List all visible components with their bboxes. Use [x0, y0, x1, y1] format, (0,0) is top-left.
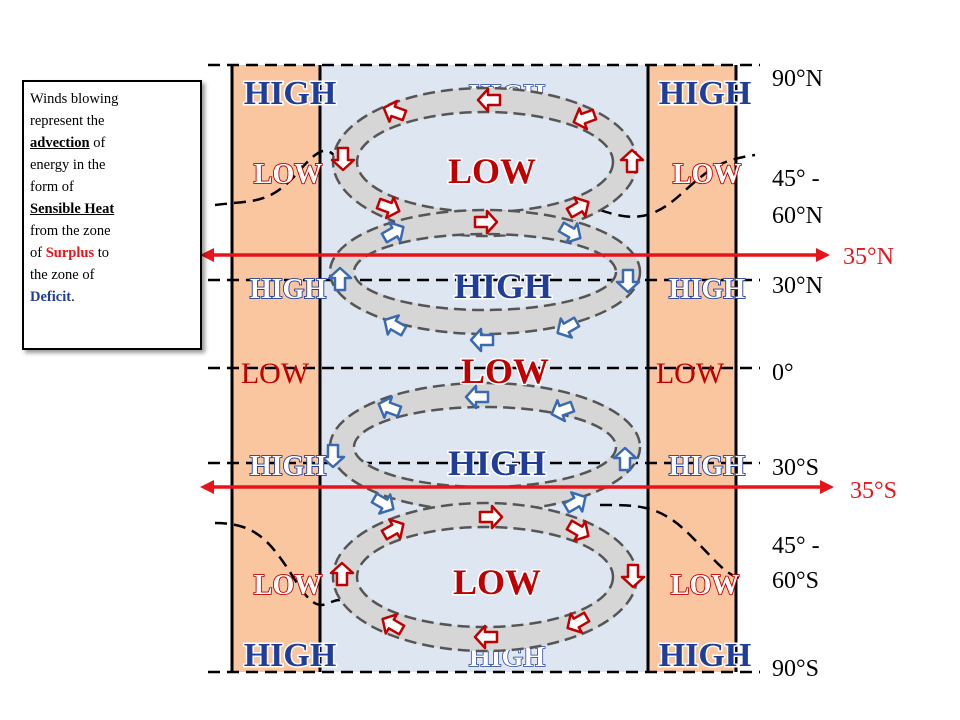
pressure-label: LOW: [254, 159, 322, 190]
wind-arrow: [550, 399, 576, 423]
column-borders: [230, 65, 738, 672]
wind-arrow: [380, 518, 405, 541]
pressure-label: HIGH: [659, 637, 752, 674]
wind-arrow: [565, 196, 590, 219]
wind-arrow: [473, 209, 499, 235]
note-text: Deficit: [30, 289, 72, 305]
pressure-label: HIGH: [669, 274, 745, 305]
wind-arrow: [380, 221, 405, 244]
wind-arrow: [320, 443, 346, 469]
wind-arrow: [382, 99, 408, 123]
pressure-label: HIGH: [250, 451, 326, 482]
pressure-label: LOW: [453, 562, 541, 602]
note-text: energy in the: [30, 157, 106, 173]
parallel-arrows: [200, 248, 834, 494]
latitude-label: 30°S: [772, 455, 819, 481]
note-text: Winds blowing: [30, 91, 119, 107]
wind-arrow: [566, 611, 591, 634]
pressure-labels: HIGH HIGH LOW LOW LOW HIGH HIGH HIGH LOW LOW LOW HI…: [241, 74, 753, 676]
pressure-label: HIGH: [244, 637, 337, 674]
note-text: advection: [30, 135, 90, 151]
note-line: from the zone: [30, 220, 194, 242]
note-text: to: [94, 245, 109, 261]
parallel-label: 35°S: [850, 478, 897, 504]
pressure-label: HIGH: [454, 266, 552, 306]
pressure-label: LOW: [673, 159, 741, 190]
wind-arrow: [330, 146, 356, 172]
note-line: Deficit.: [30, 286, 194, 308]
note-text: form of: [30, 179, 74, 195]
wind-arrow: [615, 268, 641, 294]
wind-arrow: [619, 148, 645, 174]
pressure-label: LOW: [656, 357, 725, 390]
note-text: of: [30, 245, 46, 261]
pressure-label: LOW: [254, 570, 322, 601]
note-text: .: [71, 289, 75, 305]
wind-arrows: [320, 87, 646, 650]
latitude-label: 90°N: [772, 66, 823, 92]
wind-arrow: [469, 327, 495, 353]
pressure-label: HIGH: [244, 75, 337, 112]
note-line: advection of: [30, 132, 194, 154]
latitude-label: 30°N: [772, 273, 823, 299]
note-text: represent the: [30, 113, 105, 129]
parallel-label: 35°N: [843, 244, 894, 270]
wind-arrow: [556, 316, 581, 339]
cell-edge: [352, 405, 618, 489]
wind-arrow: [464, 384, 490, 410]
latitude-label: 60°S: [772, 568, 819, 594]
note-text: of: [89, 135, 106, 151]
note-text: the zone of: [30, 267, 95, 283]
latitude-label: 45° -: [772, 533, 820, 559]
note-line: the zone of: [30, 264, 194, 286]
wind-arrow: [557, 221, 582, 244]
wind-arrow: [370, 492, 395, 515]
note-line: energy in the: [30, 154, 194, 176]
wind-arrow: [473, 624, 499, 650]
wind-arrow: [383, 314, 408, 337]
pressure-label: LOW: [241, 357, 310, 390]
latitude-label: 60°N: [772, 203, 823, 229]
wind-arrow: [375, 196, 401, 220]
wind-arrow: [562, 491, 587, 514]
note-line: Sensible Heat: [30, 198, 194, 220]
cell-edge: [352, 232, 618, 312]
pressure-label: LOW: [448, 151, 536, 191]
latitude-label: 90°S: [772, 656, 819, 682]
note-line: form of: [30, 176, 194, 198]
pressure-label: LOW: [461, 351, 549, 391]
note-box: Winds blowing represent the advection of en…: [22, 80, 202, 350]
wind-arrow: [572, 107, 598, 131]
note-text: Surplus: [45, 245, 95, 261]
cell-edge: [328, 381, 642, 513]
note-line: Winds blowing: [30, 88, 194, 110]
wind-arrow: [329, 561, 355, 587]
wind-arrow: [381, 613, 406, 636]
cell-edge: [328, 208, 642, 336]
note-line: represent the: [30, 110, 194, 132]
pressure-label: HIGH: [448, 443, 546, 483]
note-line: of Surplus to: [30, 242, 194, 264]
note-text: from the zone: [30, 223, 111, 239]
note-text: Sensible Heat: [30, 201, 115, 217]
latitude-lines: [208, 63, 760, 674]
pressure-label: LOW: [671, 570, 739, 601]
latitude-label: 0°: [772, 360, 794, 386]
latitude-label: 45° -: [772, 166, 820, 192]
pressure-label: HIGH: [250, 274, 326, 305]
wind-arrow: [327, 266, 353, 292]
wind-arrow: [620, 563, 646, 589]
wind-arrow: [612, 446, 638, 472]
wind-arrow: [377, 395, 403, 419]
wind-arrow: [565, 519, 590, 542]
pressure-label: HIGH: [659, 75, 752, 112]
wind-arrow: [478, 504, 504, 530]
wind-arrow: [476, 87, 502, 113]
pressure-label: HIGH: [669, 451, 745, 482]
